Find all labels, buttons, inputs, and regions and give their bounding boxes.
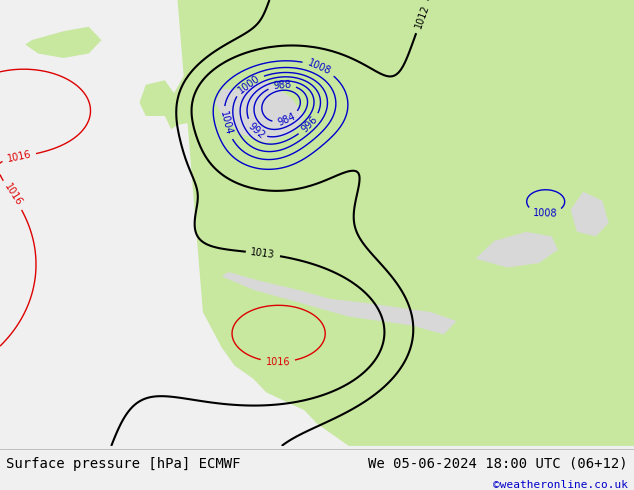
Text: 1012: 1012 (413, 3, 430, 30)
Polygon shape (178, 0, 634, 446)
Text: 1008: 1008 (306, 58, 332, 76)
Text: 1013: 1013 (250, 247, 276, 260)
Text: Surface pressure [hPa] ECMWF: Surface pressure [hPa] ECMWF (6, 457, 241, 470)
Text: 1016: 1016 (6, 149, 32, 164)
Text: 1016: 1016 (2, 182, 23, 208)
Polygon shape (571, 192, 609, 236)
Text: 988: 988 (273, 80, 292, 91)
Text: 1004: 1004 (218, 110, 234, 136)
Text: 996: 996 (300, 115, 320, 135)
Polygon shape (222, 272, 456, 334)
Polygon shape (241, 22, 412, 125)
Polygon shape (25, 27, 101, 58)
Text: 984: 984 (276, 111, 297, 128)
Text: 1016: 1016 (266, 357, 290, 367)
Text: 1008: 1008 (533, 208, 557, 219)
Polygon shape (165, 67, 216, 129)
Text: 1000: 1000 (236, 73, 261, 95)
Polygon shape (476, 232, 558, 268)
Polygon shape (139, 80, 178, 116)
Text: ©weatheronline.co.uk: ©weatheronline.co.uk (493, 480, 628, 490)
Text: We 05-06-2024 18:00 UTC (06+12): We 05-06-2024 18:00 UTC (06+12) (368, 457, 628, 470)
Text: 992: 992 (246, 121, 266, 141)
Polygon shape (216, 80, 304, 143)
